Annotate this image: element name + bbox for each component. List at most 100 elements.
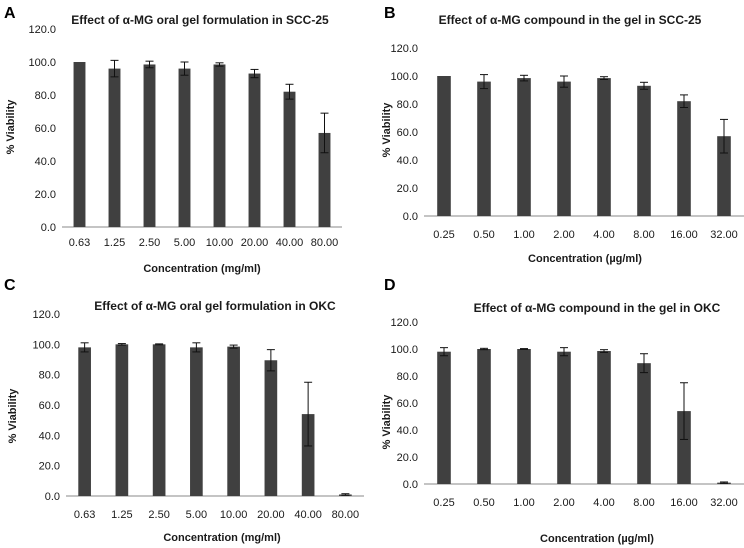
x-tick-label: 0.50 xyxy=(473,229,494,241)
bar xyxy=(437,76,451,216)
chart-panel-b: B Effect of α-MG compound in the gel in … xyxy=(381,5,744,265)
x-tick-label: 40.00 xyxy=(276,237,304,249)
x-tick-label: 16.00 xyxy=(670,497,698,509)
y-tick-label: 40.0 xyxy=(397,155,418,167)
bar xyxy=(557,81,571,216)
y-tick-label: 80.0 xyxy=(397,371,418,383)
y-axis-label: % Viability xyxy=(5,99,17,155)
x-tick-label: 80.00 xyxy=(311,237,339,249)
x-tick-label: 20.00 xyxy=(257,509,285,521)
plot-area: 0.0 20.0 40.0 60.0 80.0 100.0 120.0 0.25 0.50 1.0… xyxy=(390,43,744,241)
panel-letter: B xyxy=(384,5,396,22)
x-tick-label: 2.00 xyxy=(553,229,574,241)
y-tick-label: 60.0 xyxy=(39,400,60,412)
x-tick-label: 0.25 xyxy=(433,229,454,241)
y-tick-label: 60.0 xyxy=(397,127,418,139)
x-tick-label: 10.00 xyxy=(220,509,248,521)
x-tick-label: 0.63 xyxy=(74,509,95,521)
y-tick-label: 20.0 xyxy=(397,452,418,464)
x-tick-label: 32.00 xyxy=(710,497,738,509)
chart-title: Effect of α-MG compound in the gel in OK… xyxy=(474,301,721,315)
x-tick-label: 40.00 xyxy=(294,509,322,521)
plot-area: 0.0 20.0 40.0 60.0 80.0 100.0 120.0 0.63 1.25 2.5… xyxy=(28,24,342,249)
y-tick-label: 0.0 xyxy=(403,479,418,491)
y-tick-label: 120.0 xyxy=(32,309,60,321)
x-tick-label: 0.63 xyxy=(69,237,90,249)
y-tick-label: 120.0 xyxy=(28,24,56,36)
bar xyxy=(283,91,296,227)
y-tick-label: 80.0 xyxy=(35,90,56,102)
y-tick-label: 20.0 xyxy=(39,461,60,473)
y-tick-label: 100.0 xyxy=(32,339,60,351)
bar xyxy=(557,351,571,484)
y-tick-label: 0.0 xyxy=(41,222,56,234)
x-tick-label: 20.00 xyxy=(241,237,269,249)
plot-area: 0.0 20.0 40.0 60.0 80.0 100.0 120.0 0.63 1.25 2.5… xyxy=(32,309,364,521)
x-tick-label: 4.00 xyxy=(593,229,614,241)
y-tick-label: 120.0 xyxy=(390,317,418,329)
bar xyxy=(108,68,121,227)
y-axis-label: % Viability xyxy=(381,102,393,158)
x-tick-label: 5.00 xyxy=(186,509,207,521)
bar xyxy=(717,136,731,216)
bar xyxy=(677,101,691,216)
bar xyxy=(318,132,331,227)
panel-letter: C xyxy=(4,277,16,294)
bar xyxy=(78,347,91,496)
y-tick-label: 40.0 xyxy=(35,156,56,168)
bar xyxy=(178,68,191,227)
x-tick-label: 10.00 xyxy=(206,237,234,249)
x-tick-label: 2.50 xyxy=(139,237,160,249)
x-tick-label: 1.25 xyxy=(111,509,132,521)
y-tick-label: 80.0 xyxy=(39,370,60,382)
bar xyxy=(115,344,129,496)
x-tick-label: 2.50 xyxy=(148,509,169,521)
bar xyxy=(477,349,491,484)
y-tick-label: 120.0 xyxy=(390,43,418,55)
y-tick-label: 40.0 xyxy=(397,425,418,437)
chart-title: Effect of α-MG compound in the gel in SC… xyxy=(439,13,702,27)
chart-title: Effect of α-MG oral gel formulation in S… xyxy=(71,13,329,27)
bar xyxy=(637,85,651,216)
x-axis-label: Concentration (mg/ml) xyxy=(163,532,281,544)
y-axis-label: % Viability xyxy=(381,394,393,450)
chart-title: Effect of α-MG oral gel formulation in O… xyxy=(94,299,336,313)
y-tick-label: 20.0 xyxy=(397,183,418,195)
y-tick-label: 100.0 xyxy=(28,57,56,69)
x-tick-label: 4.00 xyxy=(593,497,614,509)
x-tick-label: 80.00 xyxy=(332,509,360,521)
bar xyxy=(301,414,315,496)
y-axis-label: % Viability xyxy=(7,388,19,444)
bar xyxy=(152,344,166,496)
x-axis-label: Concentration (mg/ml) xyxy=(143,263,261,275)
x-tick-label: 2.00 xyxy=(553,497,574,509)
bar xyxy=(143,64,156,227)
chart-panel-a: A Effect of α-MG oral gel formulation in… xyxy=(4,5,342,275)
bar xyxy=(637,363,651,484)
x-axis-label: Concentration (µg/ml) xyxy=(528,253,642,265)
bar xyxy=(677,411,691,484)
x-tick-label: 8.00 xyxy=(633,497,654,509)
y-tick-label: 0.0 xyxy=(45,491,60,503)
bar xyxy=(517,78,531,216)
bar xyxy=(73,62,86,227)
x-tick-label: 0.25 xyxy=(433,497,454,509)
panel-letter: A xyxy=(4,5,16,22)
bar xyxy=(517,349,531,484)
x-tick-label: 32.00 xyxy=(710,229,738,241)
x-axis-label: Concentration (µg/ml) xyxy=(540,533,654,545)
chart-panel-d: D Effect of α-MG compound in the gel in … xyxy=(381,277,744,545)
bar xyxy=(248,73,261,227)
bar xyxy=(227,346,240,496)
bar xyxy=(597,78,611,216)
bar xyxy=(190,347,203,496)
panel-letter: D xyxy=(384,277,396,294)
y-tick-label: 100.0 xyxy=(390,344,418,356)
chart-panel-c: C Effect of α-MG oral gel formulation in… xyxy=(4,277,364,544)
x-tick-label: 1.25 xyxy=(104,237,125,249)
y-tick-label: 80.0 xyxy=(397,99,418,111)
y-tick-label: 100.0 xyxy=(390,71,418,83)
bar xyxy=(264,360,278,496)
x-tick-label: 8.00 xyxy=(633,229,654,241)
bar xyxy=(213,64,226,227)
